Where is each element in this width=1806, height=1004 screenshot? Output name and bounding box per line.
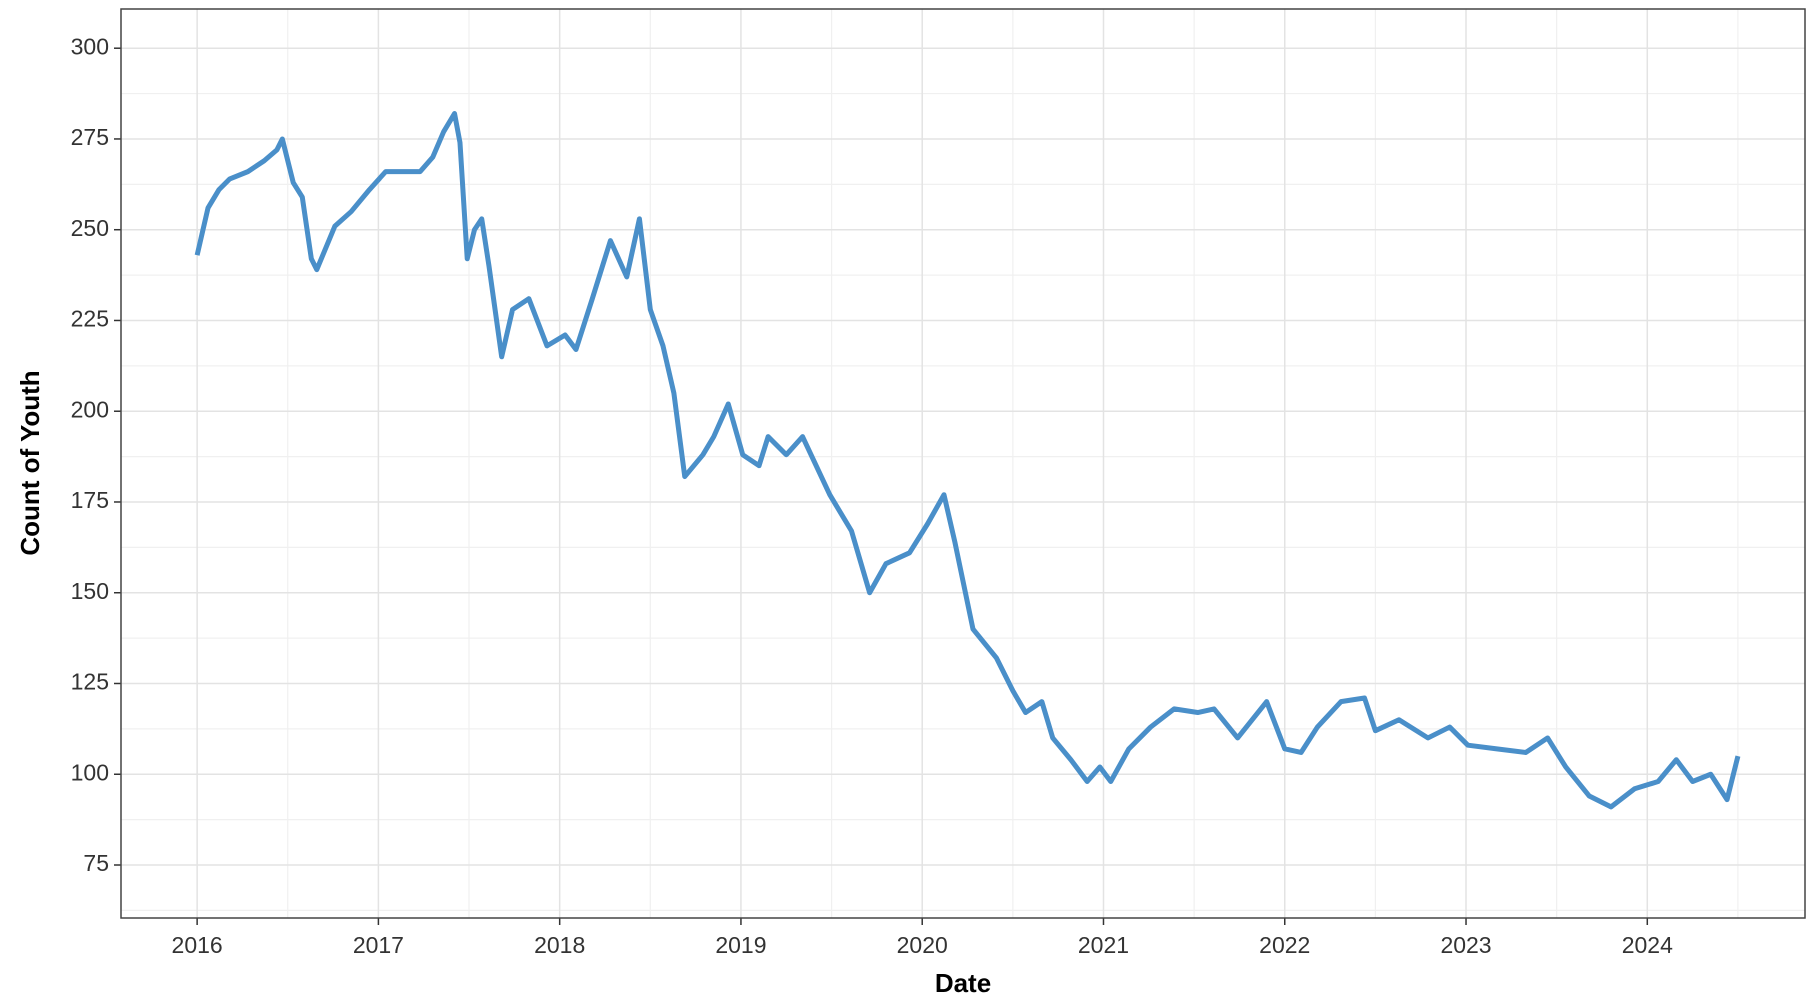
y-tick-label: 75 [83,850,109,876]
x-tick-label: 2022 [1259,932,1310,958]
x-tick-label: 2016 [172,932,223,958]
x-tick-label: 2019 [715,932,766,958]
plot-border [120,8,1806,919]
y-tick-label: 125 [71,669,109,695]
y-tick-label: 250 [71,215,109,241]
x-tick-label: 2017 [353,932,404,958]
y-axis-title: Count of Youth [15,370,45,555]
x-tick-label: 2020 [897,932,948,958]
y-tick-label: 225 [71,306,109,332]
x-tick-label: 2018 [534,932,585,958]
data-line [194,111,1741,810]
y-tick-label: 275 [71,124,109,150]
y-tick-label: 150 [71,578,109,604]
x-tick-label: 2021 [1078,932,1129,958]
x-axis-title: Date [935,968,991,998]
y-tick-label: 200 [71,396,109,422]
y-tick-label: 100 [71,759,109,785]
x-tick-label: 2024 [1622,932,1673,958]
y-tick-label: 300 [71,33,109,59]
x-tick-label: 2023 [1440,932,1491,958]
y-tick-label: 175 [71,487,109,513]
